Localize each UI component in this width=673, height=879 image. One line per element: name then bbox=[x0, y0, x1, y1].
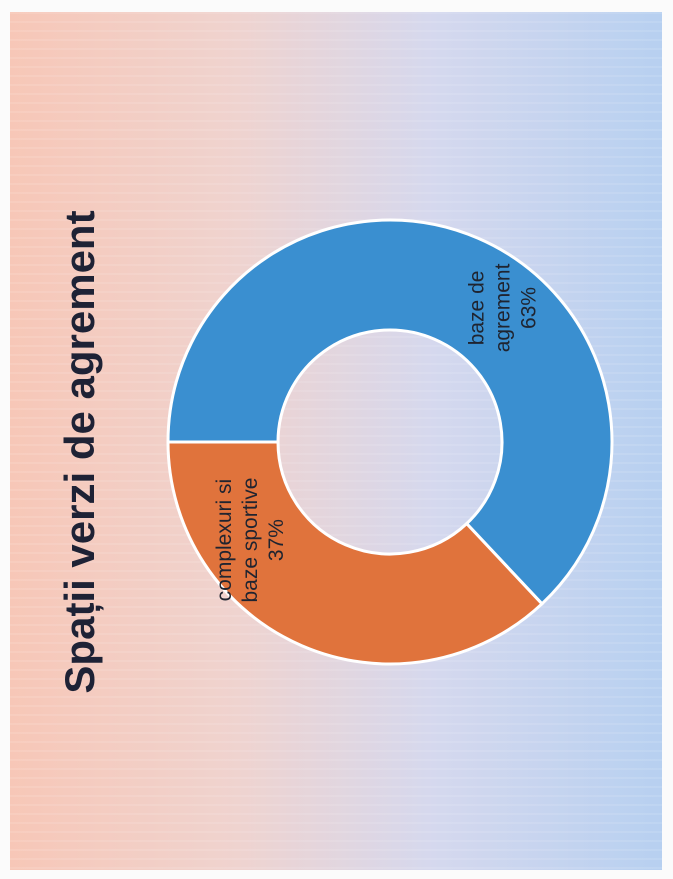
slice-label: complexuri si baze sportive 37% bbox=[213, 478, 288, 603]
slice-label: baze de agrement 63% bbox=[465, 263, 540, 352]
donut-chart: baze de agrement 63% complexuri si baze spor… bbox=[166, 218, 614, 666]
donut-slice bbox=[166, 440, 545, 666]
donut-slice bbox=[166, 218, 614, 606]
slide-page: Spații verzi de agrement baze de agrement… bbox=[10, 12, 662, 870]
